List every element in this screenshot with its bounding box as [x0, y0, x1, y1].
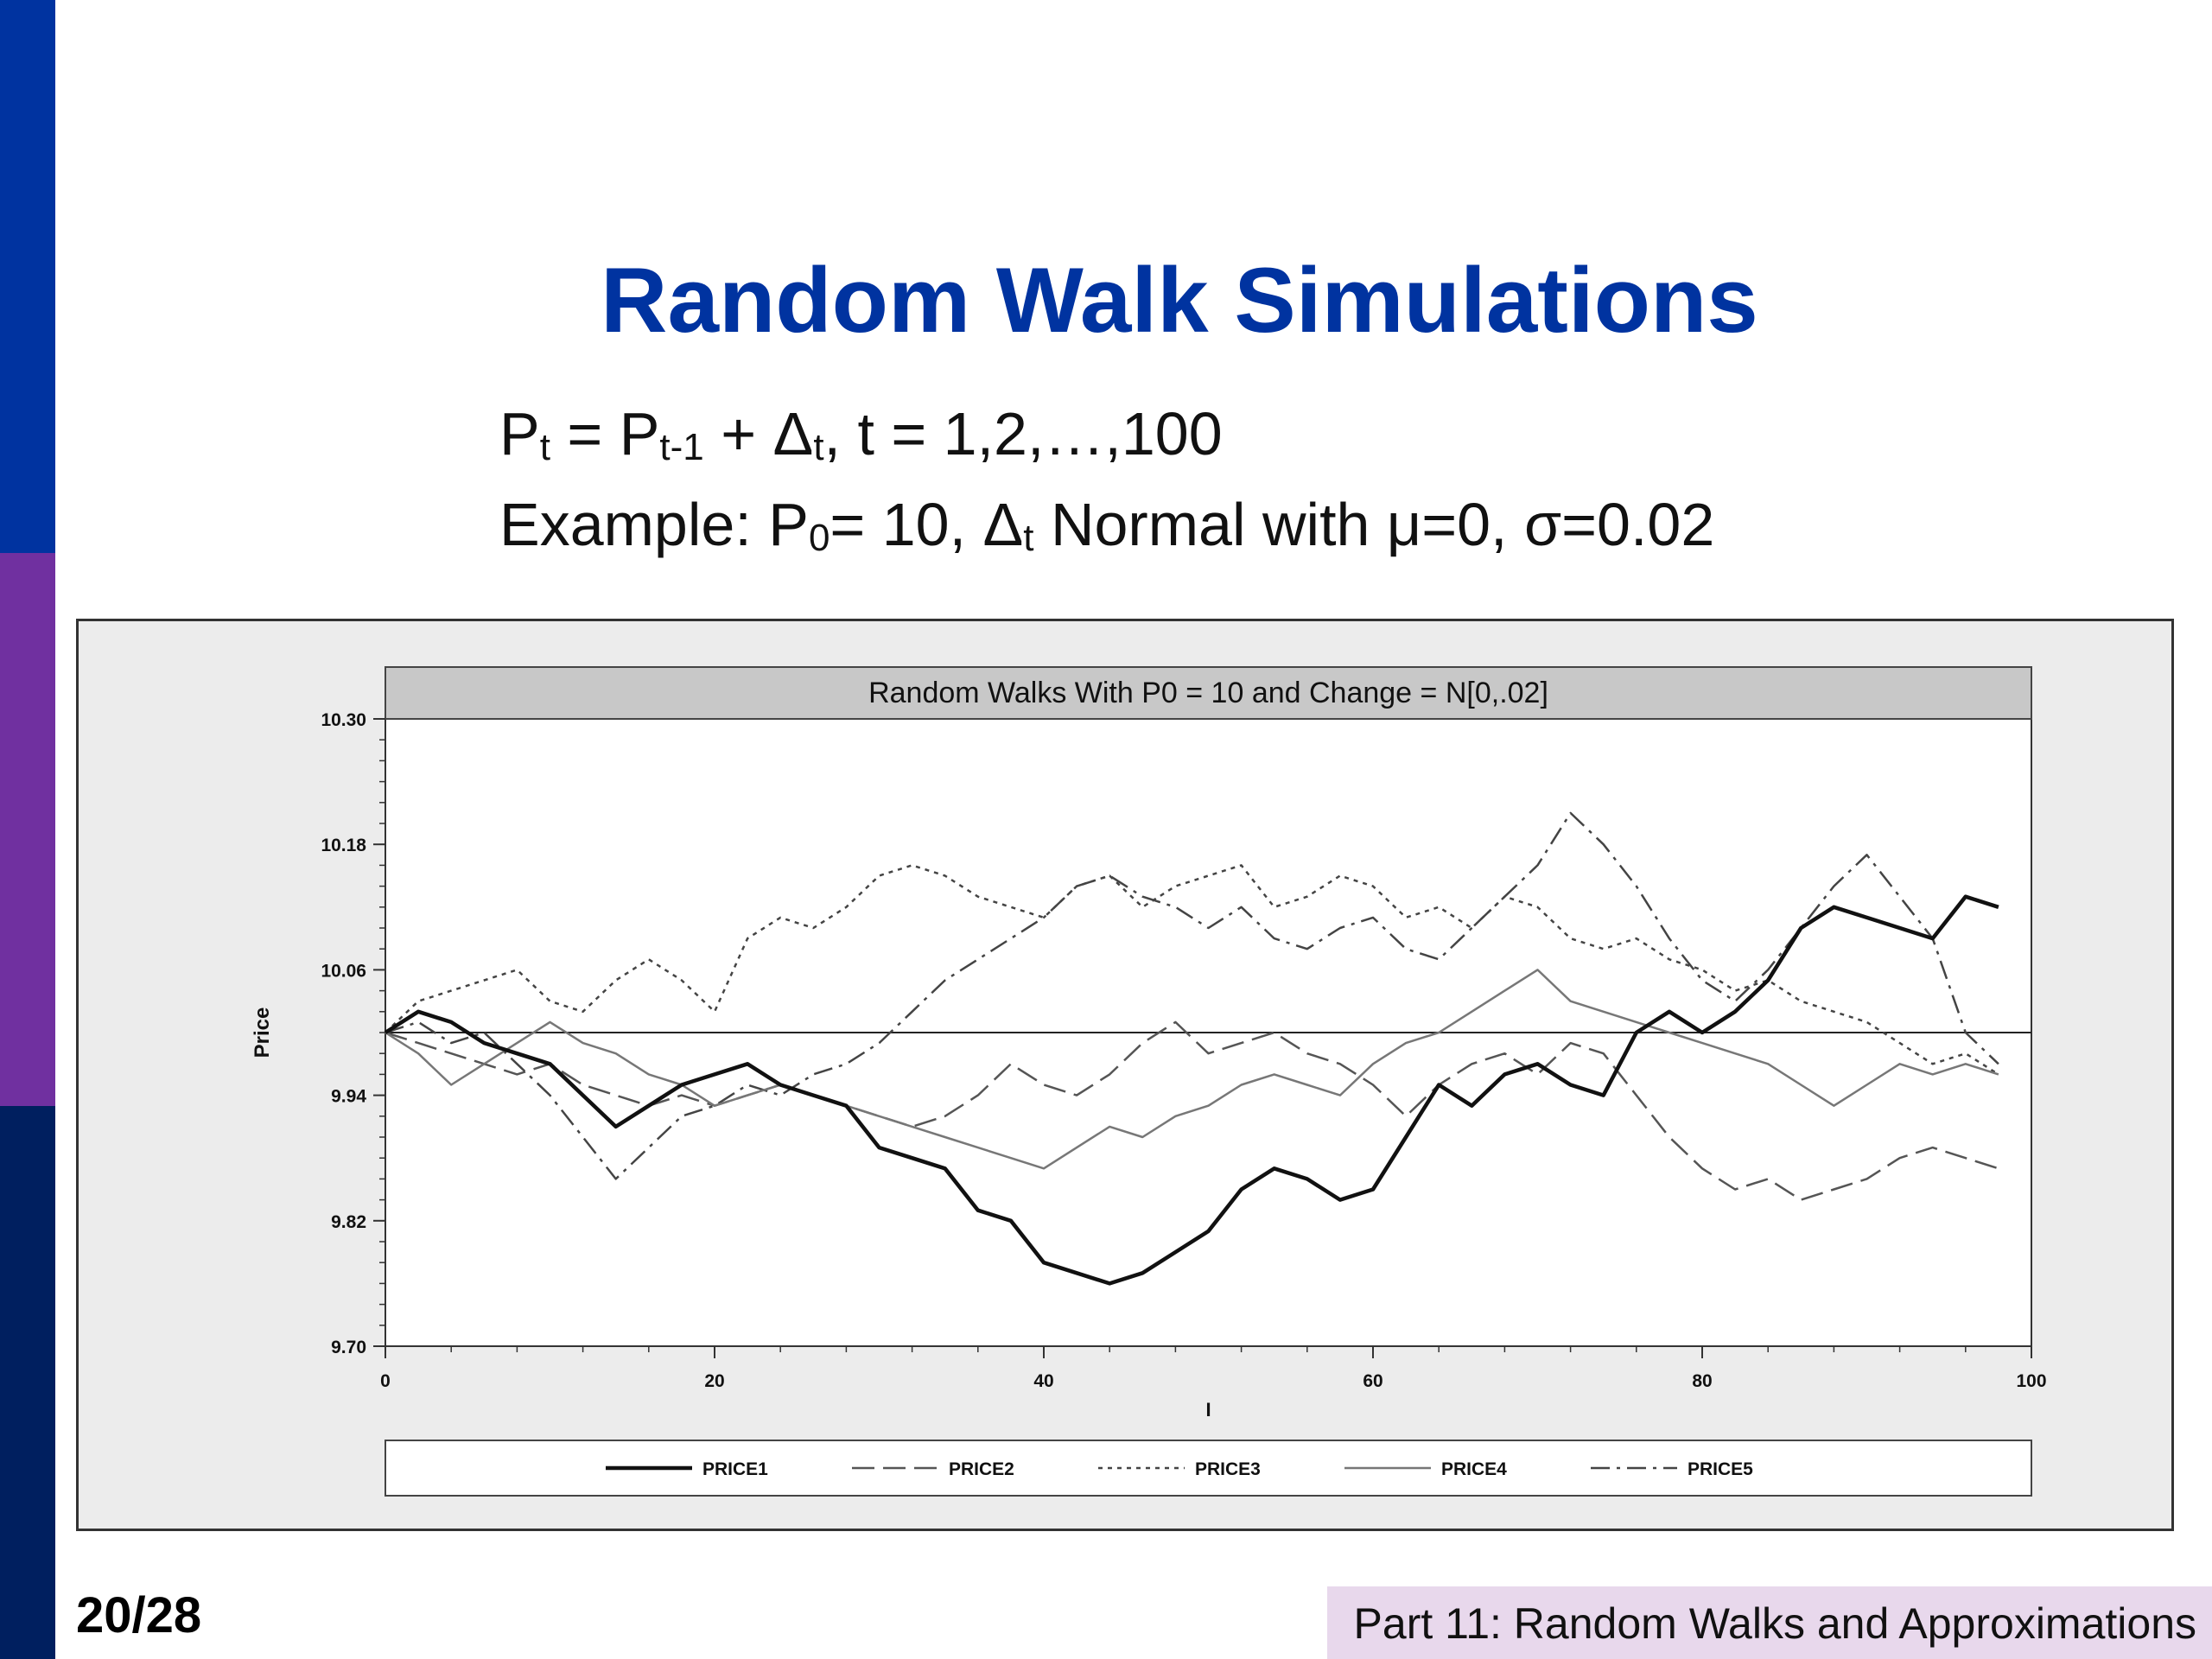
formula-subscript: 0 [808, 517, 830, 559]
footer-box: Part 11: Random Walks and Approximations [1327, 1586, 2212, 1659]
formula-text: P [499, 400, 540, 467]
formula-text: + Δ [703, 400, 814, 467]
legend-label-price5: PRICE5 [1688, 1459, 1753, 1479]
legend-label-price1: PRICE1 [702, 1459, 768, 1479]
left-accent-bar [0, 0, 55, 1659]
x-tick-label: 40 [1033, 1371, 1053, 1391]
formula-text: = 10, Δ [830, 491, 1024, 558]
footer-text: Part 11: Random Walks and Approximations [1353, 1599, 2196, 1648]
x-tick-label: 60 [1363, 1371, 1382, 1391]
chart-frame: Random Walks With P0 = 10 and Change = N… [76, 619, 2174, 1531]
x-tick-label: 80 [1692, 1371, 1712, 1391]
formula-text: Normal with μ=0, σ=0.02 [1033, 491, 1715, 558]
y-tick-label: 9.82 [331, 1212, 366, 1232]
y-tick-label: 9.70 [331, 1338, 366, 1357]
formula-example: Example: P0= 10, Δt Normal with μ=0, σ=0… [499, 490, 1714, 559]
chart-title-box [385, 666, 2032, 720]
formula-subscript: t [1023, 517, 1034, 559]
formula-text: , t = 1,2,…,100 [823, 400, 1223, 467]
y-tick-label: 10.06 [321, 961, 366, 981]
legend-label-price3: PRICE3 [1195, 1459, 1261, 1479]
series-line-price1 [384, 894, 1999, 1286]
formula-subscript: t [813, 426, 824, 468]
formula-text: = P [550, 400, 660, 467]
series-line-price5 [385, 811, 1999, 1180]
random-walk-chart: Random Walks With P0 = 10 and Change = N… [251, 666, 2047, 1497]
y-tick-label: 10.18 [321, 836, 366, 855]
y-axis-label: Price [251, 1007, 274, 1058]
x-axis-label: I [1205, 1399, 1211, 1421]
x-tick-label: 20 [704, 1371, 724, 1391]
accent-bar-top [0, 0, 55, 553]
y-tick-label: 9.94 [331, 1087, 366, 1107]
chart-title: Random Walks With P0 = 10 and Change = N… [868, 677, 1548, 709]
series-line-price3 [385, 864, 1999, 1076]
series-line-price4 [385, 969, 1999, 1170]
legend-label-price2: PRICE2 [949, 1459, 1014, 1479]
formula-text: Example: P [499, 491, 809, 558]
y-tick-label: 10.30 [321, 710, 366, 730]
x-tick-label: 100 [2016, 1371, 2046, 1391]
formula-recurrence: Pt = Pt-1 + Δt, t = 1,2,…,100 [499, 399, 1223, 468]
formula-subscript: t-1 [659, 426, 704, 468]
legend-label-price4: PRICE4 [1441, 1459, 1507, 1479]
slide-title: Random Walk Simulations [601, 248, 1758, 352]
page-number: 20/28 [76, 1587, 202, 1643]
x-tick-label: 0 [380, 1371, 391, 1391]
accent-bar-middle [0, 553, 55, 1106]
formula-subscript: t [539, 426, 550, 468]
accent-bar-bottom [0, 1106, 55, 1659]
